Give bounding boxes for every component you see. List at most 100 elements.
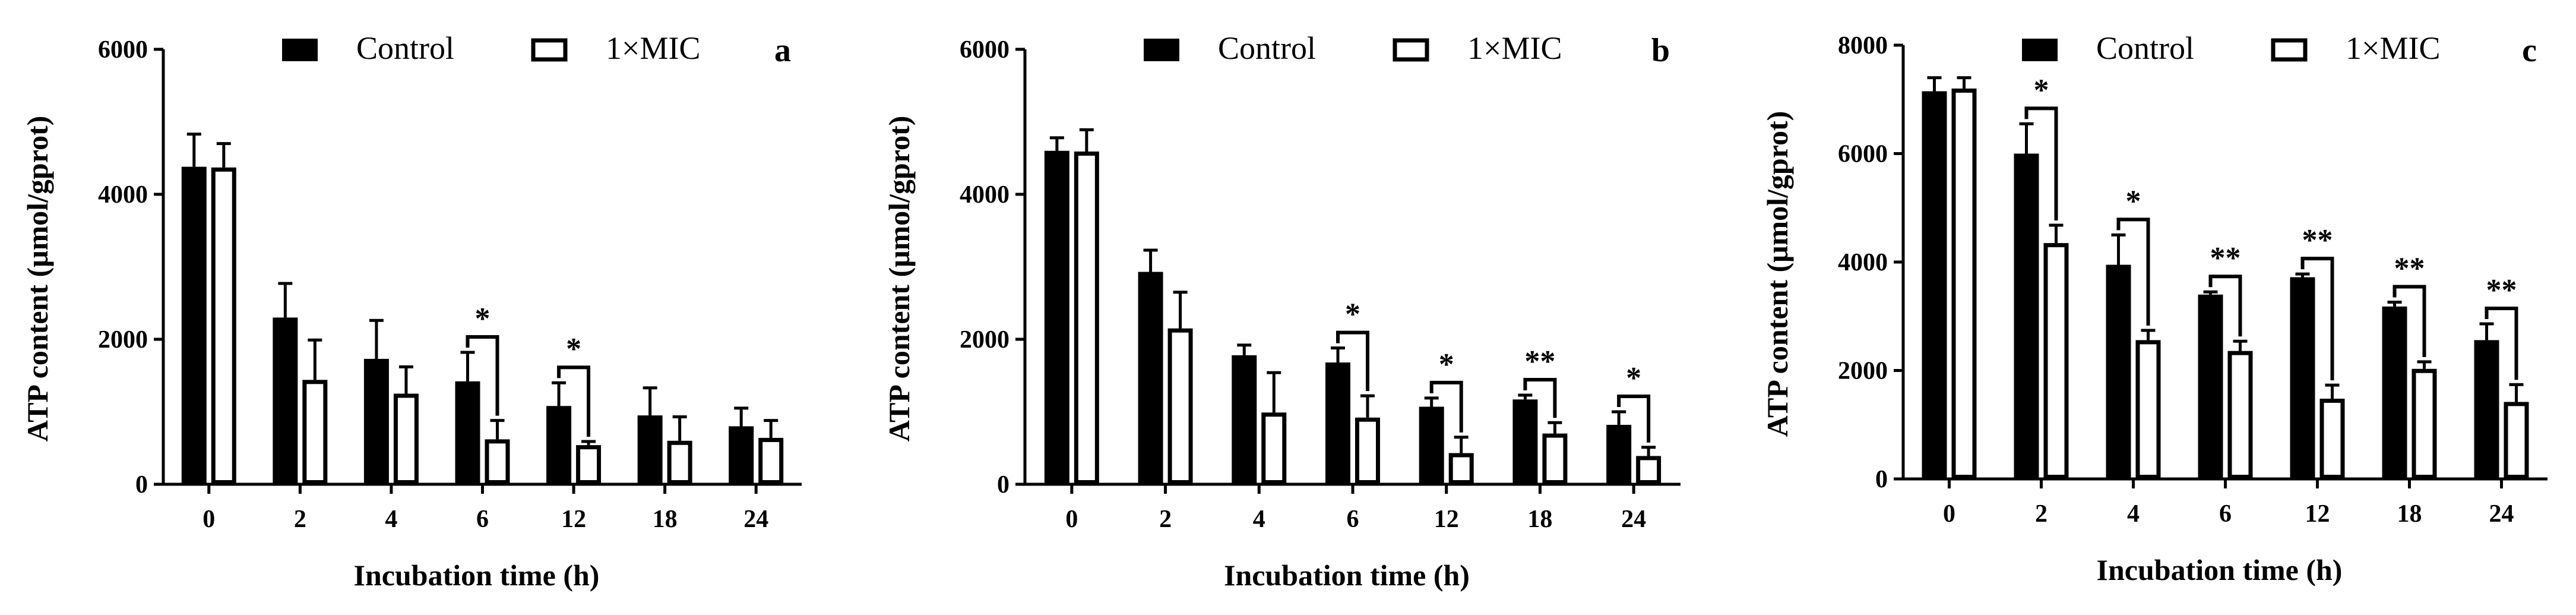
y-tick-label: 4000 (960, 181, 1009, 209)
x-tick-label: 4 (2127, 500, 2140, 528)
significance-bracket (1617, 395, 1651, 443)
significance-label: * (475, 302, 490, 336)
bar-1xmic (1636, 456, 1662, 484)
bar-control (1419, 406, 1444, 484)
legend-label-control: Control (356, 30, 454, 66)
panel-label: a (774, 32, 791, 69)
bar-control (546, 406, 572, 484)
significance-bracket (2393, 285, 2426, 357)
x-axis-title: Incubation time (h) (1224, 559, 1470, 592)
x-tick-label: 4 (385, 506, 397, 533)
bar-1xmic (1448, 453, 1474, 484)
significance-label: * (2126, 184, 2141, 218)
x-tick-label: 0 (202, 506, 215, 533)
bar-1xmic (1261, 412, 1287, 484)
x-tick-label: 2 (2035, 500, 2047, 528)
legend-swatch-control (2022, 39, 2058, 61)
bar-control (2474, 340, 2499, 479)
x-tick-label: 2 (294, 506, 306, 533)
y-tick-label: 2000 (98, 326, 148, 354)
significance-label: ** (2394, 252, 2425, 286)
x-tick-label: 0 (1065, 506, 1078, 533)
y-tick-label: 6000 (98, 36, 148, 64)
bar-1xmic (1074, 152, 1099, 484)
bar-1xmic (2504, 402, 2529, 479)
legend-swatch-control (282, 39, 318, 61)
significance-bracket (2024, 106, 2058, 220)
y-tick-label: 4000 (1838, 249, 1888, 276)
bar-1xmic (1355, 417, 1380, 485)
x-tick-label: 18 (2397, 500, 2422, 528)
y-tick-label: 0 (997, 471, 1009, 499)
y-axis-title: ATP content (μmol/gprot) (1761, 111, 1794, 437)
x-tick-label: 24 (2489, 500, 2514, 528)
bar-1xmic (2412, 368, 2437, 480)
bar-control (1512, 399, 1538, 484)
bar-control (2198, 294, 2223, 479)
y-tick-label: 2000 (960, 326, 1009, 354)
legend: Control 1×MIC (1144, 30, 1562, 66)
bar-control (2106, 264, 2131, 479)
x-tick-label: 12 (1434, 506, 1459, 533)
x-tick-label: 24 (1621, 506, 1646, 533)
x-axis-title: Incubation time (h) (354, 559, 600, 592)
panel-label: b (1651, 32, 1670, 69)
legend-label-control: Control (1218, 30, 1316, 66)
y-tick-label: 6000 (1838, 141, 1888, 168)
bar-1xmic (576, 445, 602, 484)
legend-swatch-1xmic (1393, 38, 1429, 62)
significance-bracket (557, 365, 591, 437)
x-axis-title: Incubation time (h) (2097, 553, 2343, 586)
x-tick-label: 6 (476, 506, 489, 533)
significance-bracket (2208, 275, 2242, 337)
legend: Control 1×MIC (282, 30, 700, 66)
significance-bracket (1336, 330, 1369, 392)
legend-label-1xmic: 1×MIC (606, 30, 700, 66)
significance-label: * (2034, 73, 2049, 107)
x-tick-label: 12 (2305, 500, 2330, 528)
bar-control (455, 381, 480, 484)
panel-label: c (2522, 32, 2537, 69)
significance-label: ** (2302, 223, 2333, 257)
bar-1xmic (2043, 243, 2069, 479)
bar-1xmic (393, 393, 419, 484)
significance-bracket (2300, 257, 2334, 381)
bar-1xmic (1951, 89, 1977, 479)
x-tick-label: 0 (1943, 500, 1955, 528)
significance-bracket (2116, 217, 2150, 326)
significance-bracket (466, 335, 499, 416)
bar-control (729, 426, 754, 484)
legend-label-1xmic: 1×MIC (1467, 30, 1562, 66)
bar-control (2290, 277, 2315, 479)
legend: Control 1×MIC (2022, 30, 2440, 66)
bar-1xmic (1167, 328, 1193, 485)
y-tick-label: 6000 (960, 36, 1009, 64)
significance-label: ** (2210, 241, 2241, 275)
bar-control (363, 358, 389, 484)
legend-label-control: Control (2096, 30, 2194, 66)
bar-1xmic (2319, 398, 2345, 480)
bar-control (1232, 355, 1257, 484)
y-tick-label: 8000 (1838, 32, 1888, 59)
significance-bracket (1429, 380, 1463, 433)
x-tick-label: 18 (653, 506, 678, 533)
significance-label: ** (1524, 345, 1555, 379)
bar-control (2014, 153, 2039, 479)
significance-label: ** (2486, 273, 2517, 307)
legend-swatch-1xmic (531, 38, 568, 62)
x-tick-label: 12 (561, 506, 586, 533)
bar-control (1044, 150, 1069, 485)
bar-control (1138, 272, 1163, 484)
bar-control (637, 415, 663, 484)
x-tick-label: 24 (743, 506, 768, 533)
bar-control (1606, 424, 1632, 484)
x-tick-label: 4 (1253, 506, 1265, 533)
significance-label: * (1345, 298, 1360, 332)
bar-1xmic (667, 440, 692, 484)
legend-label-1xmic: 1×MIC (2346, 30, 2440, 66)
significance-bracket (2485, 307, 2518, 380)
